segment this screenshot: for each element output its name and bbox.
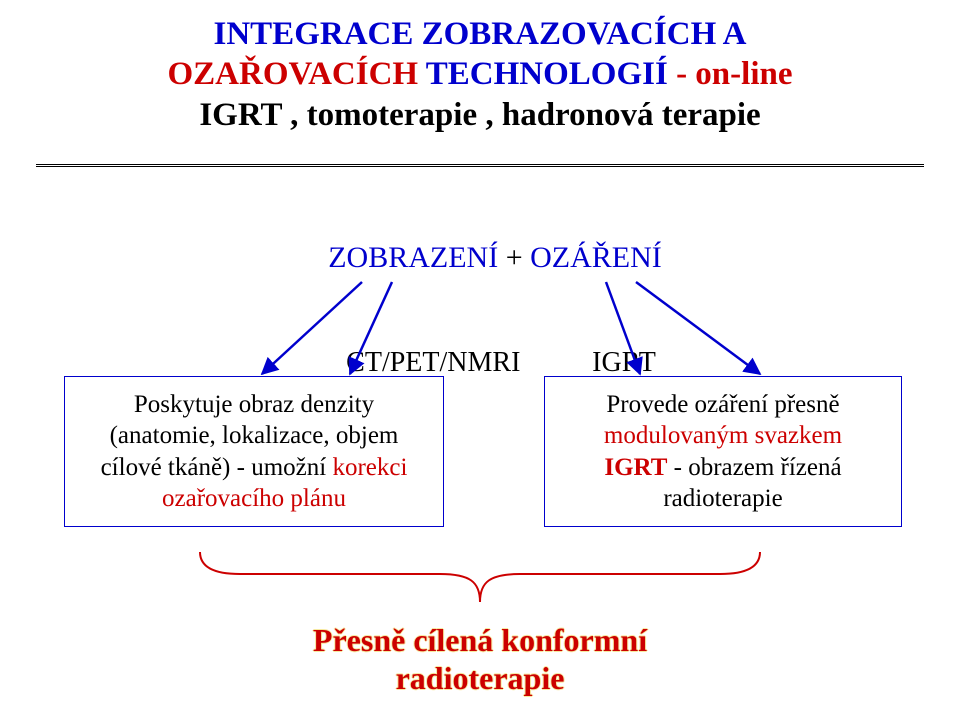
left-box-l2: (anatomie, lokalizace, objem	[79, 420, 429, 451]
right-box-l2: modulovaným svazkem	[559, 420, 887, 451]
title-underline	[36, 164, 924, 167]
title-l2-blue: TECHNOLOGIÍ	[418, 56, 676, 92]
bottom-l2: radioterapie	[0, 660, 960, 698]
slide-title: INTEGRACE ZOBRAZOVACÍCH A OZAŘOVACÍCH TE…	[0, 14, 960, 135]
right-box-l3: IGRT - obrazem řízená	[559, 452, 887, 483]
formula-right-sub: IGRT	[592, 347, 656, 378]
right-box-l3b: - obrazem řízená	[667, 454, 841, 481]
formula-left-sub: CT/PET/NMRI	[346, 347, 520, 378]
formula-plus: +	[498, 241, 530, 274]
title-line2: OZAŘOVACÍCH TECHNOLOGIÍ - on-line	[0, 54, 960, 94]
right-box-l4: radioterapie	[559, 483, 887, 514]
formula-right: OZÁŘENÍ	[530, 241, 662, 274]
title-l2-red1: OZAŘOVACÍCH	[168, 56, 419, 92]
title-line3: IGRT , tomoterapie , hadronová terapie	[0, 95, 960, 135]
bottom-label: Přesně cílená konformní radioterapie	[0, 622, 960, 698]
left-box-l3: cílové tkáně) - umožní korekci	[79, 452, 429, 483]
title-line1: INTEGRACE ZOBRAZOVACÍCH A	[0, 14, 960, 54]
bottom-l1: Přesně cílená konformní	[0, 622, 960, 660]
left-box: Poskytuje obraz denzity (anatomie, lokal…	[64, 376, 444, 527]
right-box-l1: Provede ozáření přesně	[559, 389, 887, 420]
left-box-l4: ozařovacího plánu	[79, 483, 429, 514]
left-box-l1: Poskytuje obraz denzity	[79, 389, 429, 420]
brace-icon	[200, 552, 760, 602]
formula-left: ZOBRAZENÍ	[328, 241, 498, 274]
right-box: Provede ozáření přesně modulovaným svazk…	[544, 376, 902, 527]
left-box-l3a: cílové tkáně) - umožní	[101, 454, 333, 481]
right-box-l3a: IGRT	[604, 454, 667, 481]
title-l2-red2: - on-line	[676, 56, 792, 92]
left-box-l3b: korekci	[332, 454, 407, 481]
